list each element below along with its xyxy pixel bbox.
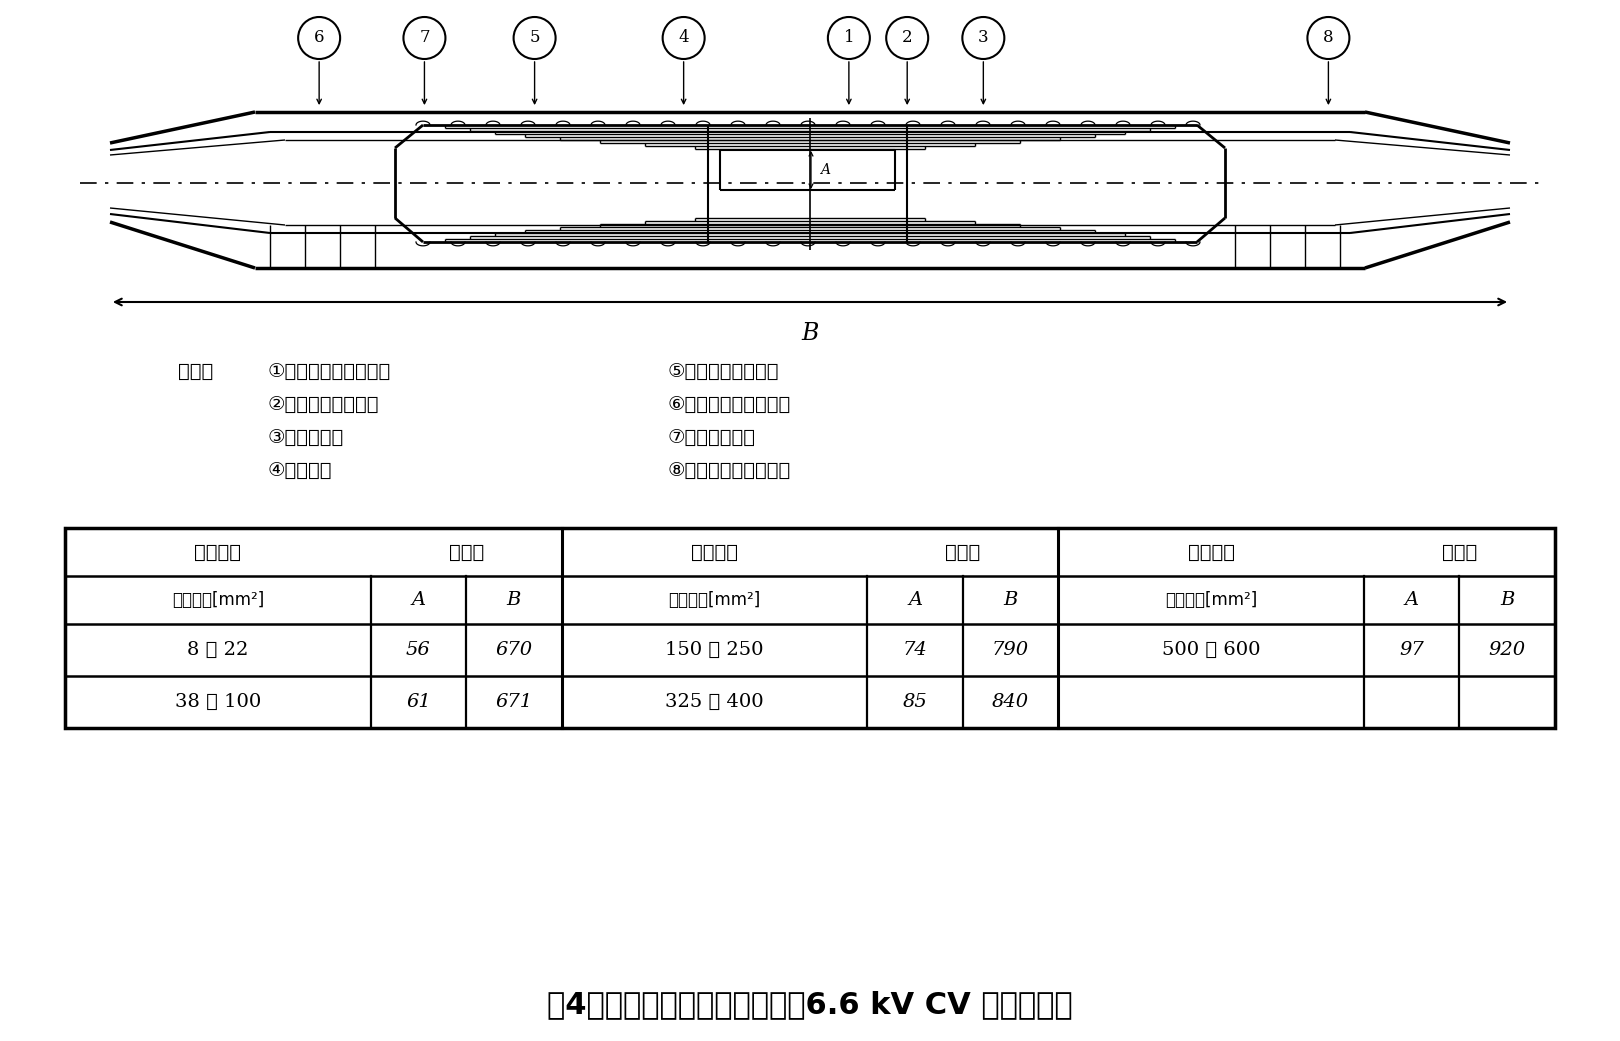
Text: 導体公称: 導体公称 (692, 542, 739, 561)
Text: A: A (907, 591, 922, 609)
Text: ③：スペーサ: ③：スペーサ (267, 428, 343, 447)
Text: 7: 7 (420, 29, 429, 47)
Text: A: A (411, 591, 426, 609)
Text: B: B (1003, 591, 1017, 609)
Text: 38 〜 100: 38 〜 100 (175, 693, 261, 711)
Text: 断面積　[mm²]: 断面積 [mm²] (669, 591, 761, 609)
Text: 寸　法: 寸 法 (449, 542, 484, 561)
Text: B: B (802, 322, 818, 345)
Text: 8: 8 (1324, 29, 1333, 47)
Text: 97: 97 (1400, 641, 1424, 659)
Text: 導体公称: 導体公称 (1187, 542, 1234, 561)
Text: 500 〜 600: 500 〜 600 (1162, 641, 1260, 659)
Text: 寸　法: 寸 法 (1442, 542, 1477, 561)
Text: 6: 6 (314, 29, 324, 47)
Text: B: B (507, 591, 522, 609)
Text: 4: 4 (679, 29, 688, 47)
Text: ④：絶縁管: ④：絶縁管 (267, 461, 332, 480)
Text: 150 〜 250: 150 〜 250 (666, 641, 763, 659)
Text: ②：スリープカバー: ②：スリープカバー (267, 395, 379, 414)
Text: ⑥：すずめっき軟銅線: ⑥：すずめっき軟銅線 (667, 395, 791, 414)
Text: B: B (1500, 591, 1515, 609)
Text: 840: 840 (991, 693, 1029, 711)
Text: 920: 920 (1489, 641, 1526, 659)
Text: 325 〜 400: 325 〜 400 (666, 693, 763, 711)
Text: 断面積　[mm²]: 断面積 [mm²] (1165, 591, 1257, 609)
Text: 第4図　中間接続部（差込式）6.6 kV CV ケーブル用: 第4図 中間接続部（差込式）6.6 kV CV ケーブル用 (548, 990, 1072, 1019)
Text: 断面積　[mm²]: 断面積 [mm²] (172, 591, 264, 609)
Text: 3: 3 (978, 29, 988, 47)
Text: 790: 790 (991, 641, 1029, 659)
Text: 85: 85 (902, 693, 927, 711)
Text: ⑤：半導電性テープ: ⑤：半導電性テープ (667, 362, 779, 381)
Text: 1: 1 (844, 29, 854, 47)
Text: A: A (820, 163, 829, 177)
Text: ⑦：防水テープ: ⑦：防水テープ (667, 428, 757, 447)
Text: （注）: （注） (178, 362, 214, 381)
Text: 61: 61 (407, 693, 431, 711)
Text: 671: 671 (496, 693, 533, 711)
Text: 2: 2 (902, 29, 912, 47)
Bar (65, 528, 1555, 728)
Text: 74: 74 (902, 641, 927, 659)
Text: 670: 670 (496, 641, 533, 659)
Text: ⑧：ケーブル遮へい層: ⑧：ケーブル遮へい層 (667, 461, 791, 480)
Text: 56: 56 (407, 641, 431, 659)
Text: 寸　法: 寸 法 (944, 542, 980, 561)
Text: 8 〜 22: 8 〜 22 (188, 641, 248, 659)
Text: 導体公称: 導体公称 (194, 542, 241, 561)
Text: ①：導体接続スリープ: ①：導体接続スリープ (267, 362, 392, 381)
Text: A: A (1405, 591, 1419, 609)
Text: 5: 5 (530, 29, 539, 47)
